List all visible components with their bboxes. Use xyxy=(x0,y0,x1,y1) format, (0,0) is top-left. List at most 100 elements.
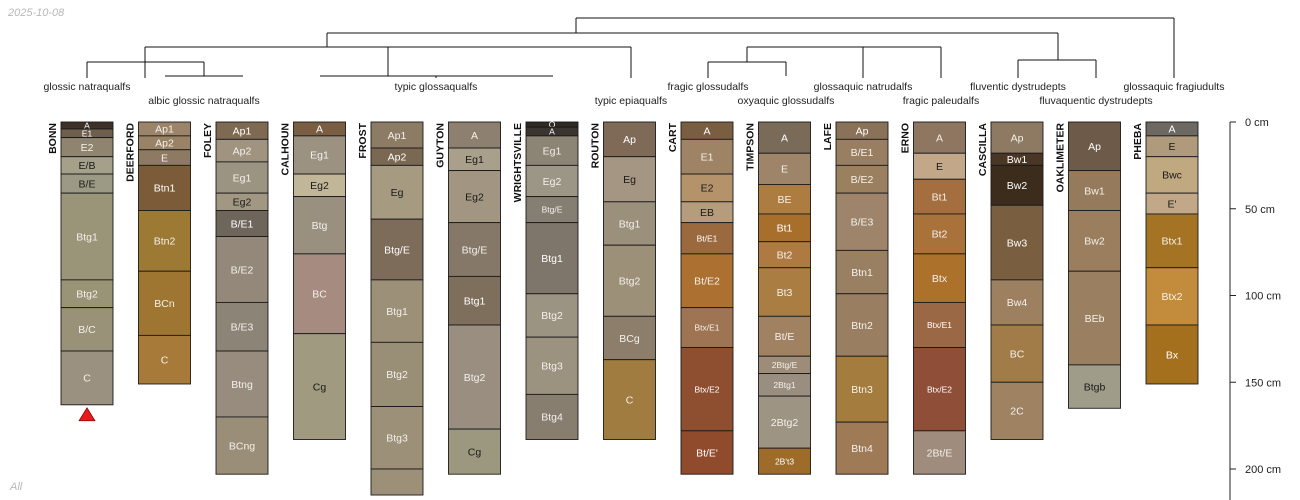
horizon-c xyxy=(138,334,191,385)
horizon-label: Bt/E xyxy=(775,331,795,343)
horizon-bt/e2 xyxy=(680,253,734,309)
horizon-label: Btg/E xyxy=(384,244,410,256)
horizon-cg xyxy=(448,428,501,475)
horizon-label: C xyxy=(626,394,634,406)
horizon-label: E/B xyxy=(79,160,96,172)
horizon-label: Eg xyxy=(391,187,404,199)
horizon-label: Bt/E1 xyxy=(697,233,718,243)
horizon-label: E1 xyxy=(701,151,714,163)
horizon-label: Eg2 xyxy=(465,191,484,203)
horizon-label: Eg2 xyxy=(543,176,562,188)
horizon-label: Bt2 xyxy=(932,229,948,241)
horizon-c xyxy=(603,359,656,440)
horizon-label: A xyxy=(703,125,710,137)
horizon-label: Btx1 xyxy=(1161,236,1182,248)
profile-id-label: BONN xyxy=(47,123,59,154)
horizon-bt1 xyxy=(758,213,811,243)
horizon-label: BC xyxy=(312,289,327,301)
horizon-btg1 xyxy=(603,201,656,246)
horizon-bcng xyxy=(215,416,269,475)
horizon-label: C xyxy=(83,373,91,385)
horizon-label: Btg2 xyxy=(76,289,98,301)
horizon-label: BCg xyxy=(619,333,640,345)
profile-timpson: TIMPSON A E BE Bt1 Bt2 Bt3 Bt/E 2Btg/E 2Btg1 2Btg2… xyxy=(745,121,811,475)
profile-id-label: FOLEY xyxy=(202,123,214,158)
horizon-label: Btg/E xyxy=(542,205,563,215)
horizon-bc xyxy=(293,253,346,335)
profile-id-label: PHEBA xyxy=(1132,123,1144,160)
horizon-label: 2B't3 xyxy=(775,456,794,466)
horizon-label: BCng xyxy=(229,440,255,452)
horizon-label: Btg2 xyxy=(464,372,486,384)
profile-guyton: GUYTON A Eg1 Eg2 Btg/E Btg1 Btg2 Cg xyxy=(435,121,501,475)
horizon-label: Btg3 xyxy=(541,361,563,373)
horizon-a xyxy=(448,121,501,149)
horizon-b/c xyxy=(60,307,114,352)
horizon-label: Btg xyxy=(312,220,328,232)
horizon-label: Bw3 xyxy=(1007,237,1028,249)
horizon-btn2 xyxy=(835,293,889,357)
horizon-label: Btg1 xyxy=(619,218,641,230)
horizon-btg1 xyxy=(525,222,579,295)
profile-id-label: ROUTON xyxy=(590,123,602,168)
horizon-label: Btn4 xyxy=(851,443,873,455)
horizon-label: Eg1 xyxy=(233,172,252,184)
profile-foley: FOLEY Ap1 Ap2 Eg1 Eg2 B/E1 B/E2 B/E3 Btng BCng xyxy=(202,121,269,475)
horizon-btx/e1 xyxy=(680,307,734,348)
horizon-bt/e xyxy=(758,315,811,357)
horizon-eg1 xyxy=(525,135,579,166)
date-stamp: 2025-10-08 xyxy=(8,7,65,19)
horizon-btx xyxy=(913,253,966,303)
horizon-label: Eg2 xyxy=(310,180,329,192)
horizon-btgb xyxy=(1068,364,1121,409)
horizon-bcn xyxy=(138,270,191,336)
horizon-cg xyxy=(293,333,346,440)
horizon-label: Eg1 xyxy=(310,150,329,162)
taxon-label: fragic glossudalfs xyxy=(667,81,748,93)
profile-id-label: CALHOUN xyxy=(280,123,292,176)
axis-tick-label: 50 cm xyxy=(1245,204,1275,216)
horizon-label: Bt/E2 xyxy=(694,276,720,288)
horizon-label: A xyxy=(316,124,323,136)
horizon-btg/e xyxy=(448,222,501,277)
horizon-label: A xyxy=(1168,124,1175,136)
profile-deerford: DEERFORD Ap1 Ap2 E Btn1 Btn2 BCn C xyxy=(125,121,191,385)
group-label: All xyxy=(10,481,23,493)
horizon-label: Btg2 xyxy=(619,276,641,288)
profile-id-label: DEERFORD xyxy=(125,123,137,182)
horizon-ap xyxy=(603,121,656,158)
horizon-label: Bt/E' xyxy=(696,447,718,459)
horizon-ap1 xyxy=(370,121,424,149)
horizon-btn1 xyxy=(835,249,889,295)
horizon-label: A xyxy=(936,132,943,144)
horizon-b/e2 xyxy=(215,236,269,303)
horizon-e xyxy=(913,152,966,180)
horizon-eg xyxy=(603,156,656,203)
profile-id-label: FROST xyxy=(357,122,369,158)
truncated-profile-marker xyxy=(78,407,96,422)
horizon-label: B/E3 xyxy=(851,217,874,229)
axis-tick-label: 100 cm xyxy=(1245,291,1281,303)
horizon-label: Btg1 xyxy=(386,306,408,318)
horizon-label: 2Btg2 xyxy=(771,417,799,429)
horizon-b/e1 xyxy=(835,138,889,166)
horizon-label: Cg xyxy=(313,381,327,393)
taxon-label: albic glossic natraqualfs xyxy=(148,95,259,107)
horizon-label: BC xyxy=(1010,348,1025,360)
horizon-bx xyxy=(1145,324,1199,385)
horizon-label: Ap2 xyxy=(388,151,407,163)
horizon-label: Ap xyxy=(623,134,636,146)
horizon-label: Bt1 xyxy=(932,191,948,203)
profile-id-label: GUYTON xyxy=(435,123,447,168)
horizon-btn4 xyxy=(835,421,889,475)
dendrogram xyxy=(86,17,1175,78)
taxon-label: glossic natraqualfs xyxy=(44,81,131,93)
horizon-label: E xyxy=(781,164,788,176)
taxon-label: fluventic dystrudepts xyxy=(970,81,1066,93)
profile-id-label: LAFE xyxy=(822,123,834,150)
profile-erno: ERNO A E Bt1 Bt2 Btx Btx/E1 Btx/E2 2Bt/E xyxy=(900,121,966,475)
horizon-label: Btx/E2 xyxy=(927,384,952,394)
horizon-bw1 xyxy=(1068,170,1121,211)
horizon-label: B/E1 xyxy=(231,218,254,230)
